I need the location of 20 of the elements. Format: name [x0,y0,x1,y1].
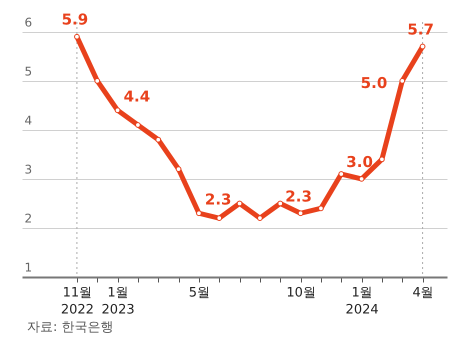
text: 자료: 한국은행 [27,319,114,336]
data-label: 2.3 [285,187,312,206]
x-tick-label: 5월 [188,286,210,300]
y-tick-label: 3 [24,162,32,176]
y-tick-label: 4 [24,113,32,128]
y-tick-label: 5 [24,64,32,78]
y-tick-label: 6 [24,15,32,30]
x-tick-label: 10월 [286,286,316,300]
data-label: 3.0 [346,152,373,171]
x-tick-label: 11월 2022 [60,286,94,318]
data-label: 5.7 [407,20,434,39]
data-label: 5.9 [62,10,88,29]
data-label: 5.0 [360,74,388,92]
x-tick-label: 1월 2023 [102,286,135,318]
y-tick-label: 2 [24,211,32,226]
data-label: 2.3 [204,190,232,208]
x-tick-label: 4월 [412,286,434,300]
y-tick-label: 1 [24,260,32,274]
x-tick-label: 1월 2024 [346,286,379,318]
data-label: 4.4 [124,87,150,106]
